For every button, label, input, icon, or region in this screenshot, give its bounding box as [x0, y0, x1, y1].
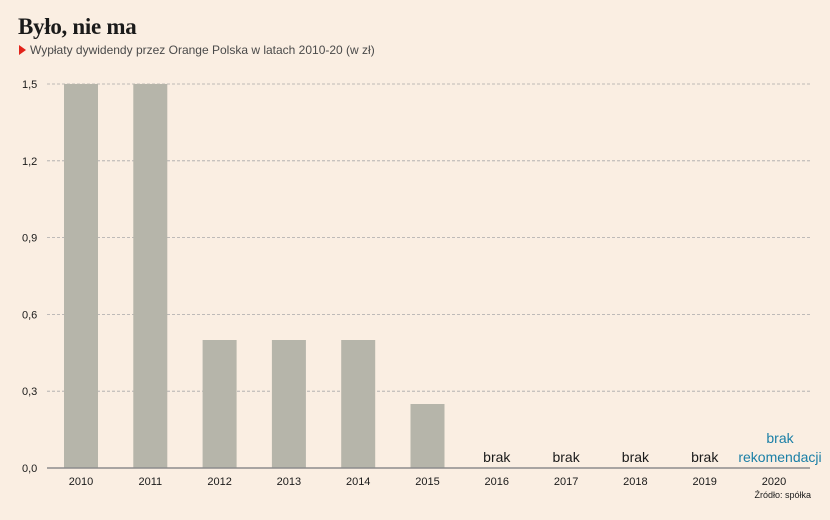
chart-title: Było, nie ma [18, 14, 137, 39]
subtitle-text: Wypłaty dywidendy przez Orange Polska w … [30, 43, 375, 57]
x-tick-label: 2019 [692, 476, 716, 488]
bar [202, 340, 237, 468]
x-tick-label: 2015 [415, 476, 439, 488]
x-tick-label: 2014 [346, 476, 370, 488]
x-tick-label: 2020 [762, 476, 786, 488]
x-tick-label: 2016 [485, 476, 509, 488]
x-tick-label: 2018 [623, 476, 647, 488]
bar [341, 340, 376, 468]
bar-annotation: brak [483, 449, 511, 465]
bar-annotation: brak [622, 449, 650, 465]
bar [410, 404, 445, 468]
bar-annotation: brak [691, 449, 719, 465]
y-tick-label: 0,3 [22, 386, 37, 398]
x-tick-label: 2011 [138, 476, 162, 488]
bar-annotation: brak [766, 430, 794, 446]
source-note: Źródło: spółka [754, 490, 811, 500]
y-tick-label: 0,6 [22, 309, 37, 321]
bar [133, 84, 168, 468]
x-tick-label: 2010 [69, 476, 93, 488]
x-tick-label: 2012 [207, 476, 231, 488]
chart-subtitle: Wypłaty dywidendy przez Orange Polska w … [19, 43, 375, 57]
y-tick-label: 0,0 [22, 463, 37, 475]
bar-annotation: rekomendacji [738, 449, 821, 465]
bar [64, 84, 98, 468]
x-tick-label: 2013 [277, 476, 301, 488]
x-tick-label: 2017 [554, 476, 578, 488]
triangle-marker-icon [19, 45, 26, 55]
y-tick-label: 1,5 [22, 79, 37, 91]
bar [271, 340, 306, 468]
y-tick-label: 0,9 [22, 233, 37, 245]
bar-annotation: brak [552, 449, 580, 465]
y-tick-label: 1,2 [22, 156, 37, 168]
